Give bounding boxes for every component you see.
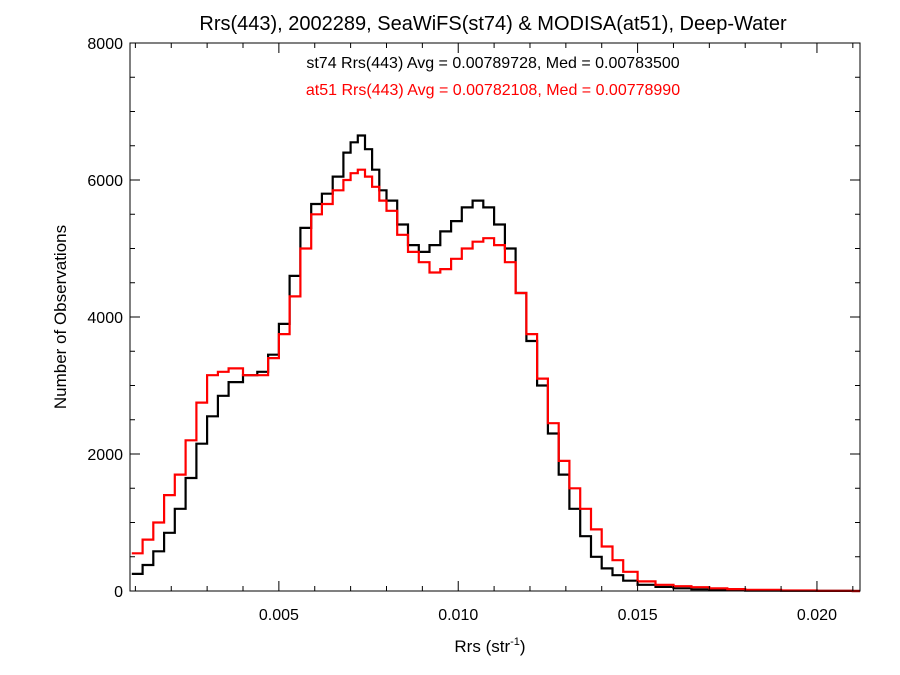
chart-title: Rrs(443), 2002289, SeaWiFS(st74) & MODIS… [199, 13, 787, 35]
y-tick-label: 8000 [87, 36, 123, 53]
x-tick-label: 0.005 [259, 607, 299, 624]
x-axis-label-sup: -1 [510, 636, 520, 648]
y-axis-label: Number of Observations [51, 225, 70, 409]
x-axis-label-close: ) [520, 637, 526, 656]
x-axis-label-main: Rrs (str [454, 637, 510, 656]
axis-layer: 0.005 0.010 0.015 0.020 0 2000 4000 6000 8000 [87, 36, 860, 624]
x-tick-label: 0.020 [797, 607, 837, 624]
x-tick-label: 0.015 [618, 607, 658, 624]
y-tick-label: 0 [114, 584, 123, 601]
y-tick-label: 6000 [87, 173, 123, 190]
x-tick-label: 0.010 [438, 607, 478, 624]
legend-entry-st74: st74 Rrs(443) Avg = 0.00789728, Med = 0.… [306, 55, 679, 72]
y-tick-label: 2000 [87, 447, 123, 464]
x-axis-label: Rrs (str-1) [454, 636, 525, 656]
legend-entry-at51: at51 Rrs(443) Avg = 0.00782108, Med = 0.… [306, 82, 680, 99]
y-tick-label: 4000 [87, 310, 123, 327]
